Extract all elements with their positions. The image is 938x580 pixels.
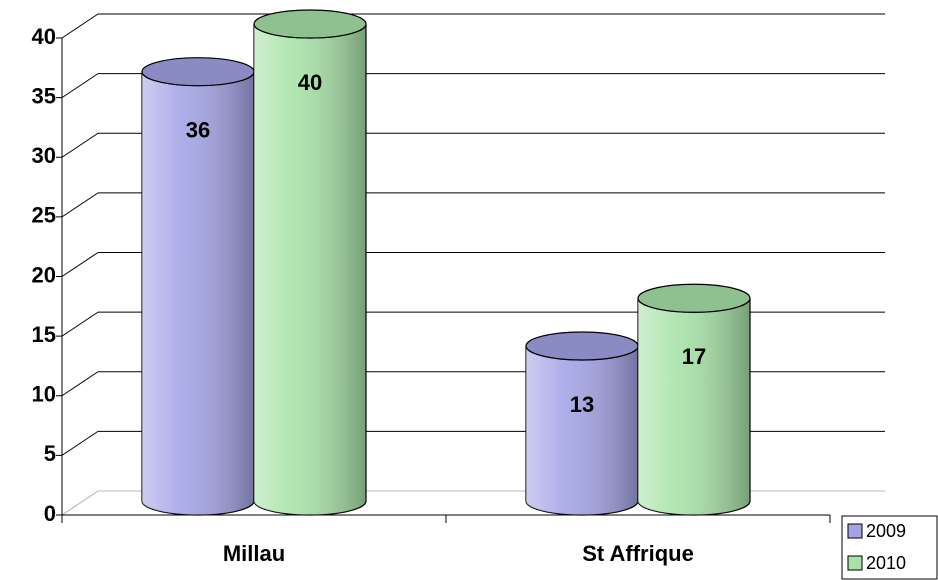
bar-top (637, 283, 751, 313)
cylinder (141, 57, 255, 516)
grid-line (61, 371, 99, 397)
bar-shading (526, 345, 638, 515)
bar-shading (142, 71, 254, 515)
bar-top (253, 9, 367, 39)
y-tick-label: 0 (44, 501, 56, 526)
y-tick-label: 20 (32, 262, 56, 287)
cylinder (637, 283, 751, 516)
y-tick-label: 40 (32, 24, 56, 49)
y-tick-label: 25 (32, 203, 56, 228)
legend-label: 2009 (866, 521, 906, 541)
y-tick-label: 10 (32, 382, 56, 407)
legend-swatch (847, 523, 863, 539)
cylinder (525, 331, 639, 516)
bar-top (525, 331, 639, 361)
bar-shading (254, 24, 366, 515)
grid-line (61, 311, 99, 337)
y-tick-label: 15 (32, 322, 56, 347)
legend-swatch (847, 555, 863, 571)
grid-line (61, 252, 99, 277)
legend-label: 2010 (866, 553, 906, 573)
x-tick-label: St Affrique (582, 541, 694, 566)
y-tick-label: 5 (44, 441, 56, 466)
grid-line (61, 132, 99, 158)
data-label: 40 (298, 70, 322, 95)
floor-edge (61, 490, 99, 516)
grid-line (61, 192, 99, 218)
data-label: 36 (186, 118, 210, 143)
data-label: 13 (570, 392, 594, 417)
grid-line (61, 430, 99, 456)
cylinder (253, 9, 367, 516)
grid-line (61, 13, 99, 39)
data-label: 17 (682, 344, 706, 369)
grid-line (61, 73, 99, 99)
bar-top (141, 57, 255, 87)
bar-shading (638, 298, 750, 515)
y-tick-label: 30 (32, 143, 56, 168)
x-tick-label: Millau (223, 541, 285, 566)
y-tick-label: 35 (32, 83, 56, 108)
